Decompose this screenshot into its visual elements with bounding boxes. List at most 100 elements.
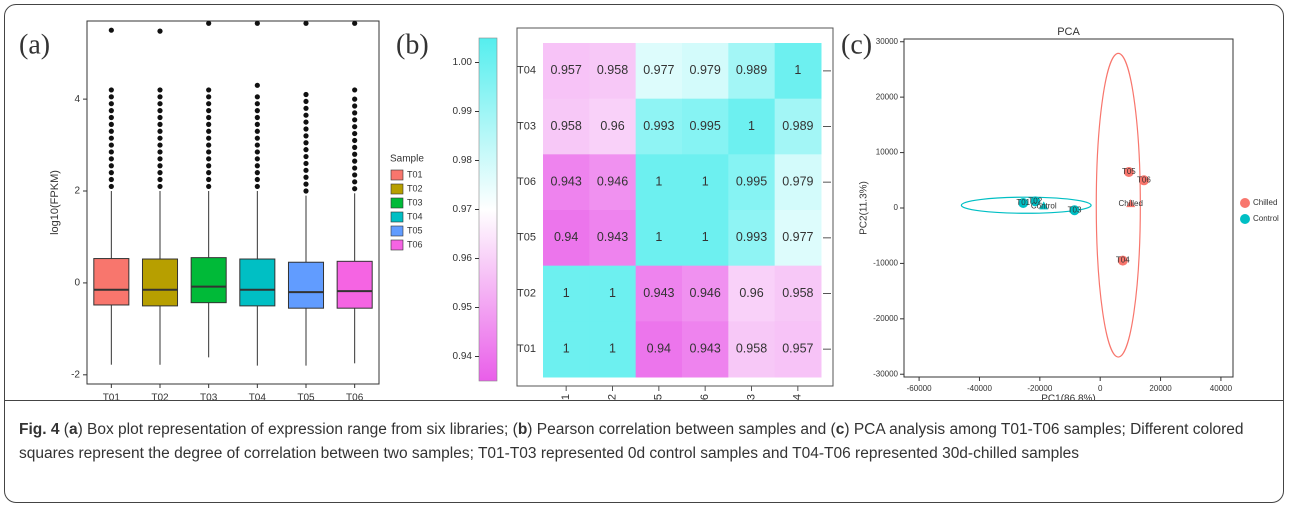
- outlier: [108, 128, 114, 134]
- cell-label: 1: [655, 174, 662, 188]
- x-tick-label: T03: [200, 393, 218, 400]
- outlier: [352, 103, 358, 109]
- panel-label: (a): [19, 29, 50, 60]
- separator: [5, 400, 1283, 401]
- outlier: [157, 121, 163, 127]
- panel-label: (b): [396, 29, 429, 60]
- x-tick-label: T05: [297, 393, 315, 400]
- colorbar: [478, 37, 498, 382]
- point: [1018, 198, 1029, 209]
- outlier: [352, 165, 358, 171]
- cell-label: 0.943: [551, 174, 582, 188]
- centroid-label: Control: [1031, 201, 1057, 210]
- heatmap-cell: [728, 154, 776, 211]
- legend-label: T03: [407, 197, 423, 207]
- x-tick-label: -60000: [907, 384, 932, 393]
- point-label: T03: [1068, 205, 1082, 214]
- outlier: [303, 112, 309, 118]
- heatmap-cell: [635, 43, 683, 100]
- caption-text: c: [835, 421, 845, 438]
- box: [287, 261, 325, 309]
- outlier: [157, 156, 163, 162]
- outlier: [254, 156, 260, 162]
- outlier: [254, 170, 260, 176]
- heatmap-cell: [728, 265, 776, 322]
- confidence-ellipse: [960, 196, 1092, 214]
- x-tick-label: T04: [249, 393, 267, 400]
- row-label: T01: [517, 343, 536, 355]
- cell-label: 0.995: [690, 119, 721, 133]
- cell-label: 1: [748, 119, 755, 133]
- col-label: T02: [606, 394, 618, 400]
- outlier: [206, 183, 212, 190]
- cell-label: 0.96: [600, 119, 624, 133]
- outlier: [157, 163, 163, 169]
- point: [1069, 205, 1080, 216]
- outlier: [206, 20, 212, 26]
- outlier: [303, 119, 309, 125]
- outlier: [157, 142, 163, 148]
- y-axis-label: PC2(11.3%): [859, 181, 870, 235]
- row-label: T05: [517, 232, 536, 244]
- caption-text: ) Pearson correlation between samples an…: [527, 421, 836, 438]
- heatmap-cell: [682, 154, 729, 211]
- point-label: T02: [1028, 196, 1042, 205]
- outlier: [352, 110, 358, 116]
- outlier: [157, 108, 163, 114]
- col-label: T01: [560, 394, 572, 400]
- outlier: [206, 87, 212, 93]
- cell-label: 0.979: [690, 63, 721, 77]
- legend-label: T02: [407, 183, 423, 193]
- outlier: [303, 126, 309, 132]
- outlier: [108, 94, 114, 100]
- colorbar-tick-label: 0.95: [453, 302, 473, 313]
- point: [1138, 175, 1149, 186]
- colorbar-tick-label: 0.94: [453, 351, 473, 362]
- legend-marker: [1240, 198, 1250, 208]
- outlier: [303, 140, 309, 146]
- outlier: [254, 101, 260, 107]
- cell-label: 0.995: [736, 174, 767, 188]
- outlier: [157, 183, 163, 190]
- x-tick-label: 20000: [1149, 384, 1172, 393]
- heatmap-cell: [682, 210, 729, 267]
- colorbar-tick-label: 0.99: [453, 106, 473, 117]
- heatmap-cell: [589, 98, 637, 155]
- legend-label: Control: [1253, 214, 1279, 223]
- outlier: [157, 87, 163, 93]
- outlier: [352, 117, 358, 123]
- point-label: T05: [1122, 167, 1136, 176]
- cell-label: 0.958: [551, 119, 582, 133]
- outlier: [157, 128, 163, 134]
- outlier: [108, 121, 114, 127]
- cell-label: 1: [563, 286, 570, 300]
- outlier: [303, 160, 309, 167]
- cell-label: 0.94: [647, 341, 671, 355]
- outlier: [254, 142, 260, 148]
- outlier: [206, 163, 212, 169]
- outlier: [303, 188, 309, 194]
- x-axis-label: PC1(86.8%): [1041, 394, 1095, 400]
- heatmap-cell: [589, 210, 637, 267]
- row-label: T06: [517, 176, 536, 188]
- outlier: [108, 170, 114, 176]
- y-axis-label: log10(FPKM): [49, 170, 61, 235]
- cell-label: 0.957: [782, 341, 813, 355]
- y-tick-label: 0: [74, 278, 80, 289]
- outlier: [108, 114, 114, 121]
- plot-frame: [516, 27, 834, 387]
- x-tick-label: -20000: [1027, 384, 1052, 393]
- outlier: [254, 82, 260, 88]
- row-label: T04: [517, 65, 536, 77]
- outlier: [108, 101, 114, 107]
- heatmap-cell: [543, 98, 590, 155]
- outlier: [303, 133, 309, 139]
- outlier: [254, 163, 260, 169]
- outlier: [108, 87, 114, 93]
- col-label: T06: [699, 394, 711, 400]
- col-label: T03: [745, 394, 757, 400]
- heatmap-cell: [774, 43, 822, 100]
- caption-text: a: [68, 421, 78, 438]
- cell-label: 0.993: [643, 119, 674, 133]
